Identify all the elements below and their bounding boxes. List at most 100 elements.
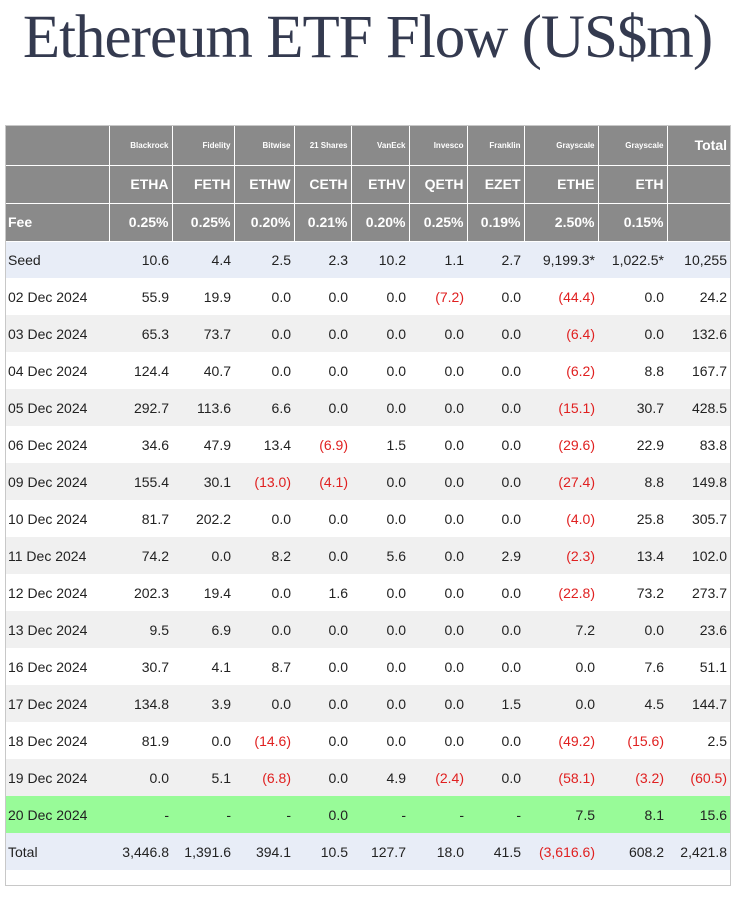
flow-cell: 0.0 (467, 278, 524, 315)
flow-cell: - (467, 796, 524, 833)
fee-cell: Fee (6, 203, 110, 242)
issuer-cell: VanEck (351, 126, 410, 166)
page-title: Ethereum ETF Flow (US$m) (22, 4, 713, 71)
flow-cell: - (234, 796, 294, 833)
flow-cell: 8.1 (598, 796, 667, 833)
fee-cell: 2.50% (524, 203, 599, 242)
flow-cell: 13 Dec 2024 (6, 611, 109, 648)
flow-cell: 2.7 (467, 241, 524, 278)
ticker-cell: EZET (467, 165, 525, 204)
flow-cell: 74.2 (109, 537, 172, 574)
flow-cell: 428.5 (667, 389, 730, 426)
flow-cell: (22.8) (524, 574, 598, 611)
flow-cell: 73.2 (598, 574, 667, 611)
flow-cell: 0.0 (409, 574, 467, 611)
flow-cell: 13.4 (598, 537, 667, 574)
flow-cell: 81.9 (109, 722, 172, 759)
table-row: 03 Dec 2024 65.3 73.7 0.0 0.0 0.0 0.0 0.0 (6.4) 0… (6, 315, 730, 352)
flow-cell: 19.4 (172, 574, 234, 611)
flow-cell: 5.1 (172, 759, 234, 796)
flow-cell: 0.0 (524, 685, 598, 722)
flow-cell: 06 Dec 2024 (6, 426, 109, 463)
flow-cell: 6.9 (172, 611, 234, 648)
fee-cell: 0.25% (109, 203, 173, 242)
flow-cell: (6.4) (524, 315, 598, 352)
flow-cell: 0.0 (351, 648, 409, 685)
flow-cell: - (351, 796, 409, 833)
table-row: 05 Dec 2024 292.7 113.6 6.6 0.0 0.0 0.0 0.0 (15.… (6, 389, 730, 426)
flow-cell: (3.2) (598, 759, 667, 796)
etf-flow-table: Blackrock Fidelity Bitwise 21 Shares VanEck I… (6, 126, 730, 870)
flow-cell: 83.8 (667, 426, 730, 463)
flow-cell: 03 Dec 2024 (6, 315, 109, 352)
flow-cell: (4.0) (524, 500, 598, 537)
flow-cell: - (409, 796, 467, 833)
flow-cell: 0.0 (351, 722, 409, 759)
fee-cell: 0.20% (351, 203, 410, 242)
flow-cell: 0.0 (409, 685, 467, 722)
flow-cell: Total (6, 833, 109, 870)
flow-cell: 8.8 (598, 463, 667, 500)
flow-cell: 4.1 (172, 648, 234, 685)
flow-cell: 0.0 (234, 315, 294, 352)
flow-cell: 1.1 (409, 241, 467, 278)
flow-cell: 0.0 (294, 611, 351, 648)
flow-cell: 04 Dec 2024 (6, 352, 109, 389)
flow-cell: (58.1) (524, 759, 598, 796)
flow-cell: 0.0 (409, 352, 467, 389)
flow-cell: 0.0 (467, 389, 524, 426)
flow-cell: 0.0 (294, 537, 351, 574)
flow-cell: 0.0 (234, 278, 294, 315)
flow-cell: 51.1 (667, 648, 730, 685)
issuer-cell: Blackrock (109, 126, 173, 166)
flow-cell: 0.0 (351, 463, 409, 500)
table-row: 10 Dec 2024 81.7 202.2 0.0 0.0 0.0 0.0 0.0 (4.0)… (6, 500, 730, 537)
flow-cell: 02 Dec 2024 (6, 278, 109, 315)
flow-cell: 1.6 (294, 574, 351, 611)
flow-cell: - (109, 796, 172, 833)
flow-cell: 25.8 (598, 500, 667, 537)
flow-cell: 144.7 (667, 685, 730, 722)
flow-cell: 0.0 (172, 537, 234, 574)
flow-cell: 0.0 (294, 685, 351, 722)
flow-cell: 155.4 (109, 463, 172, 500)
total-row: Total 3,446.8 1,391.6 394.1 10.5 127.7 18.0 41.… (6, 833, 730, 870)
flow-cell: 34.6 (109, 426, 172, 463)
ticker-cell: ETHW (234, 165, 295, 204)
flow-cell: 0.0 (467, 500, 524, 537)
flow-cell: 202.2 (172, 500, 234, 537)
issuer-header-row: Blackrock Fidelity Bitwise 21 Shares VanEck I… (6, 126, 730, 166)
flow-cell: 0.0 (467, 648, 524, 685)
flow-cell: 30.7 (109, 648, 172, 685)
ticker-cell: FETH (172, 165, 235, 204)
flow-cell: Seed (6, 241, 109, 278)
ticker-cell: ETHV (351, 165, 410, 204)
flow-cell: 0.0 (294, 722, 351, 759)
issuer-cell: Bitwise (234, 126, 295, 166)
fee-cell: 0.20% (234, 203, 295, 242)
flow-cell: 8.8 (598, 352, 667, 389)
flow-cell: 0.0 (409, 537, 467, 574)
flow-cell: 9.5 (109, 611, 172, 648)
flow-cell: 0.0 (294, 352, 351, 389)
flow-cell: 0.0 (234, 685, 294, 722)
flow-cell: 0.0 (467, 759, 524, 796)
flow-cell: 149.8 (667, 463, 730, 500)
flow-cell: (15.6) (598, 722, 667, 759)
flow-cell: 3,446.8 (109, 833, 172, 870)
flow-cell: 19.9 (172, 278, 234, 315)
flow-cell: 2.3 (294, 241, 351, 278)
flow-cell: 2.5 (234, 241, 294, 278)
flow-cell: 16 Dec 2024 (6, 648, 109, 685)
flow-cell: 6.6 (234, 389, 294, 426)
flow-cell: 0.0 (409, 648, 467, 685)
ticker-cell: QETH (409, 165, 468, 204)
flow-cell: 4.4 (172, 241, 234, 278)
flow-cell: - (172, 796, 234, 833)
table-row: 02 Dec 2024 55.9 19.9 0.0 0.0 0.0 (7.2) 0.0 (44.… (6, 278, 730, 315)
flow-cell: 0.0 (351, 278, 409, 315)
flow-cell: 0.0 (294, 500, 351, 537)
flow-cell: 0.0 (467, 315, 524, 352)
flow-cell: 22.9 (598, 426, 667, 463)
table-row: 17 Dec 2024 134.8 3.9 0.0 0.0 0.0 0.0 1.5 0.0 4.5… (6, 685, 730, 722)
